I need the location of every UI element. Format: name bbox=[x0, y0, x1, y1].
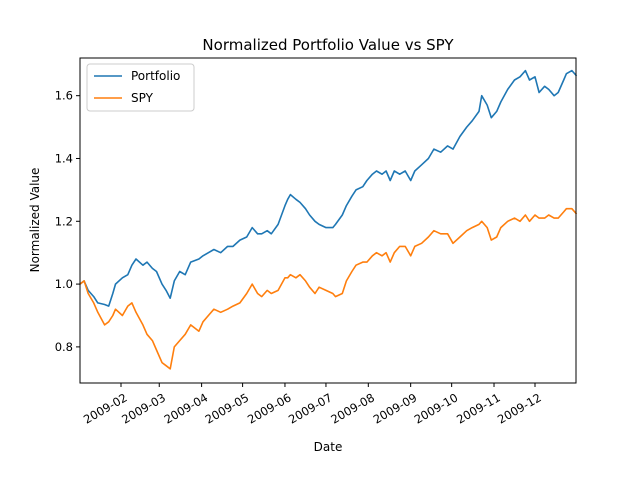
y-tick-label: 1.6 bbox=[55, 89, 73, 103]
y-tick-label: 1.0 bbox=[55, 277, 73, 291]
x-axis-label: Date bbox=[314, 440, 343, 454]
plot-area-frame bbox=[79, 57, 577, 384]
y-axis-ticks: 0.8 1.0 1.2 1.4 1.6 bbox=[55, 89, 80, 354]
chart-title: Normalized Portfolio Value vs SPY bbox=[202, 36, 454, 54]
legend-label-spy: SPY bbox=[131, 91, 154, 105]
series-line-spy bbox=[78, 207, 578, 370]
y-tick-label: 0.8 bbox=[55, 340, 73, 354]
legend: Portfolio SPY bbox=[86, 63, 195, 112]
legend-label-portfolio: Portfolio bbox=[131, 69, 180, 83]
plot-lines bbox=[78, 69, 578, 370]
y-tick-label: 1.4 bbox=[55, 151, 73, 165]
y-tick-label: 1.2 bbox=[55, 214, 73, 228]
y-axis-label: Normalized Value bbox=[28, 168, 42, 273]
series-line-portfolio bbox=[78, 69, 578, 307]
